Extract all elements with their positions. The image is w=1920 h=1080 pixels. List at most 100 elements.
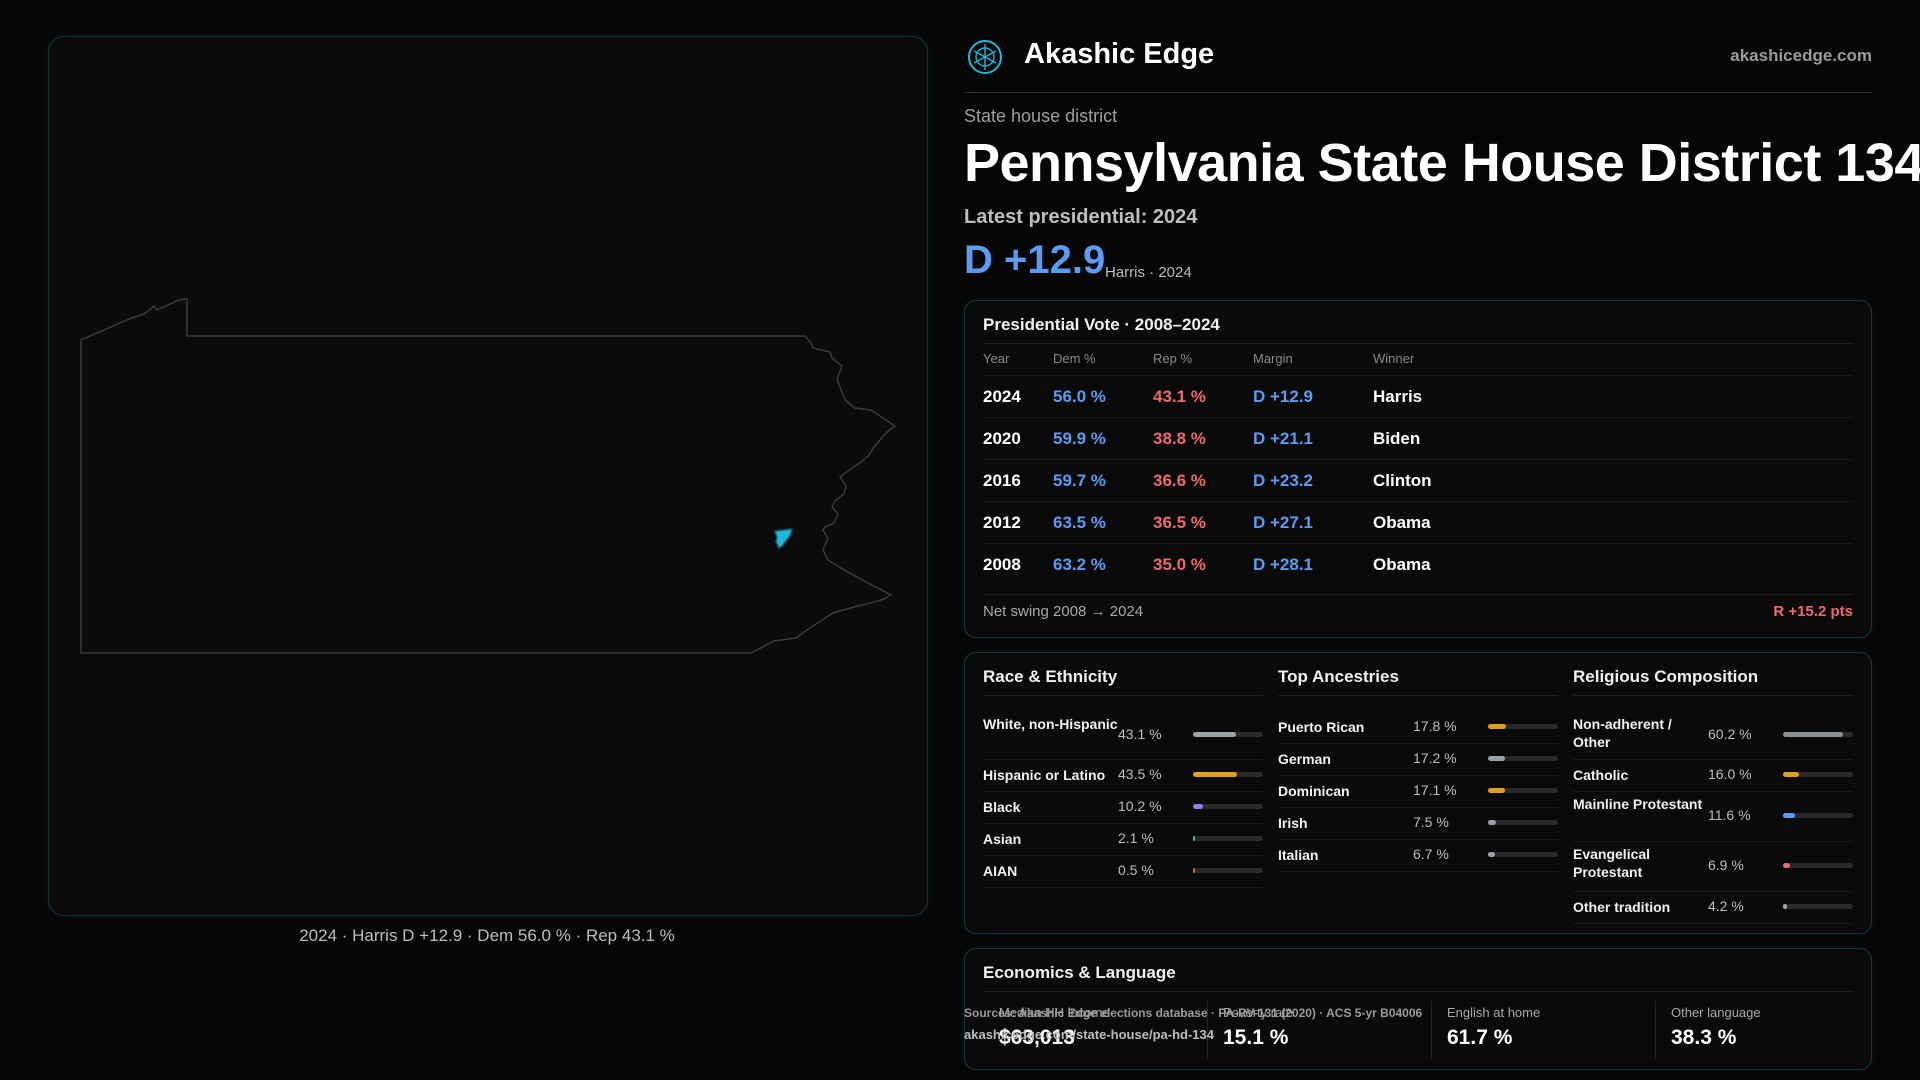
demographic-value: 17.2 % xyxy=(1413,750,1457,766)
divider xyxy=(1207,1001,1208,1059)
share-bar-fill xyxy=(1783,904,1787,909)
stat-value: 61.7 % xyxy=(1447,1026,1513,1049)
col-header-margin: Margin xyxy=(1253,351,1293,366)
row-year: 2020 xyxy=(983,429,1021,448)
share-bar-fill xyxy=(1783,772,1799,777)
share-bar-fill xyxy=(1488,724,1506,729)
row-rep: 38.8 % xyxy=(1153,429,1206,448)
share-bar-fill xyxy=(1193,772,1237,777)
demographic-row: Non-adherent / Other 60.2 % xyxy=(1573,711,1853,760)
divider xyxy=(983,695,1263,696)
compass-globe-icon[interactable] xyxy=(966,38,1004,76)
demographic-label: Italian xyxy=(1278,847,1319,863)
demographic-row: White, non-Hispanic 43.1 % xyxy=(983,711,1263,760)
row-winner: Obama xyxy=(1373,513,1431,532)
row-winner: Clinton xyxy=(1373,471,1432,490)
share-bar xyxy=(1488,820,1558,825)
district-type: State house district xyxy=(964,106,1118,126)
table-row: 2024 56.0 % 43.1 % D +12.9 Harris xyxy=(983,375,1853,417)
stat-median-income: Median HH income $63,013 xyxy=(999,1005,1199,1050)
stat-poverty-rate: Poverty rate 15.1 % xyxy=(1223,1005,1423,1050)
demographic-row: Mainline Protestant 11.6 % xyxy=(1573,791,1853,842)
divider xyxy=(983,991,1853,992)
demographic-value: 6.7 % xyxy=(1413,846,1449,862)
share-bar xyxy=(1193,772,1263,777)
demographic-label: Irish xyxy=(1278,815,1308,831)
col-header-winner: Winner xyxy=(1373,351,1415,366)
share-bar xyxy=(1783,904,1853,909)
share-bar-fill xyxy=(1488,852,1495,857)
demographic-value: 0.5 % xyxy=(1118,862,1154,878)
demographic-row: Italian 6.7 % xyxy=(1278,839,1558,872)
share-bar xyxy=(1783,863,1853,868)
row-dem: 59.9 % xyxy=(1053,429,1106,448)
demographic-value: 2.1 % xyxy=(1118,830,1154,846)
economics-title: Economics & Language xyxy=(983,963,1176,982)
share-bar xyxy=(1488,724,1558,729)
latest-presidential: Latest presidential: 2024 xyxy=(964,206,1198,228)
row-rep: 35.0 % xyxy=(1153,555,1206,574)
demographic-label: Non-adherent / Other xyxy=(1573,716,1672,750)
page-url-link[interactable]: akashicedge.com/state-house/pa-hd-134 xyxy=(964,1027,1214,1042)
divider xyxy=(1278,695,1558,696)
demographic-value: 16.0 % xyxy=(1708,766,1752,782)
share-bar-fill xyxy=(1783,813,1795,818)
demographic-label: Mainline Protestant xyxy=(1573,796,1703,812)
demographic-label: Asian xyxy=(983,831,1022,847)
stat-value: $63,013 xyxy=(999,1026,1075,1049)
demographics-card: Race & Ethnicity White, non-Hispanic 43.1… xyxy=(964,652,1872,934)
demographic-row: AIAN 0.5 % xyxy=(983,855,1263,888)
brand-url-link[interactable]: akashicedge.com xyxy=(1730,46,1872,65)
economics-card: Economics & Language Median HH income $6… xyxy=(964,948,1872,1070)
share-bar-fill xyxy=(1193,868,1195,873)
demographic-label: Other tradition xyxy=(1573,899,1671,915)
demographic-row: German 17.2 % xyxy=(1278,743,1558,776)
demographic-label: AIAN xyxy=(983,863,1018,879)
share-bar xyxy=(1193,868,1263,873)
row-winner: Obama xyxy=(1373,555,1431,574)
demographic-row: Puerto Rican 17.8 % xyxy=(1278,711,1558,744)
share-bar xyxy=(1783,732,1853,737)
demographic-row: Irish 7.5 % xyxy=(1278,807,1558,840)
share-bar xyxy=(1783,772,1853,777)
source-citation: Sources: Akashic Edge elections database… xyxy=(964,1006,1423,1020)
col-header-dem: Dem % xyxy=(1053,351,1096,366)
share-bar-fill xyxy=(1783,732,1843,737)
demographic-value: 17.8 % xyxy=(1413,718,1457,734)
table-row: 2008 63.2 % 35.0 % D +28.1 Obama xyxy=(983,543,1853,585)
race-title: Race & Ethnicity xyxy=(983,667,1118,686)
stat-english-at-home: English at home 61.7 % xyxy=(1447,1005,1647,1050)
district-marker-icon[interactable] xyxy=(773,528,794,550)
stat-label: Median HH income xyxy=(999,1005,1110,1020)
state-map[interactable] xyxy=(49,37,927,915)
demographic-label: German xyxy=(1278,751,1331,767)
headline-margin: D +12.9 xyxy=(964,238,1106,282)
divider xyxy=(1431,1001,1432,1059)
share-bar xyxy=(1193,732,1263,737)
demographic-value: 4.2 % xyxy=(1708,898,1744,914)
share-bar xyxy=(1193,804,1263,809)
demographic-row: Other tradition 4.2 % xyxy=(1573,891,1853,924)
row-margin: D +23.2 xyxy=(1253,471,1314,490)
row-rep: 36.6 % xyxy=(1153,471,1206,490)
divider xyxy=(983,343,1853,344)
share-bar-fill xyxy=(1193,836,1195,841)
map-caption: 2024 · Harris D +12.9 · Dem 56.0 % · Rep… xyxy=(299,926,675,945)
row-year: 2016 xyxy=(983,471,1021,490)
table-row: 2012 63.5 % 36.5 % D +27.1 Obama xyxy=(983,501,1853,543)
share-bar-fill xyxy=(1193,732,1236,737)
share-bar-fill xyxy=(1193,804,1203,809)
demographic-value: 6.9 % xyxy=(1708,857,1744,873)
row-margin: D +27.1 xyxy=(1253,513,1314,532)
brand-name[interactable]: Akashic Edge xyxy=(1024,38,1215,70)
demographic-value: 43.5 % xyxy=(1118,766,1162,782)
page-title: Pennsylvania State House District 134 xyxy=(964,133,1920,193)
demographic-label: Dominican xyxy=(1278,783,1350,799)
share-bar-fill xyxy=(1488,788,1505,793)
row-year: 2012 xyxy=(983,513,1021,532)
demographic-row: Hispanic or Latino 43.5 % xyxy=(983,759,1263,792)
demographic-row: Dominican 17.1 % xyxy=(1278,775,1558,808)
religion-title: Religious Composition xyxy=(1573,667,1759,686)
table-row: 2016 59.7 % 36.6 % D +23.2 Clinton xyxy=(983,459,1853,501)
ancestry-title: Top Ancestries xyxy=(1278,667,1399,686)
